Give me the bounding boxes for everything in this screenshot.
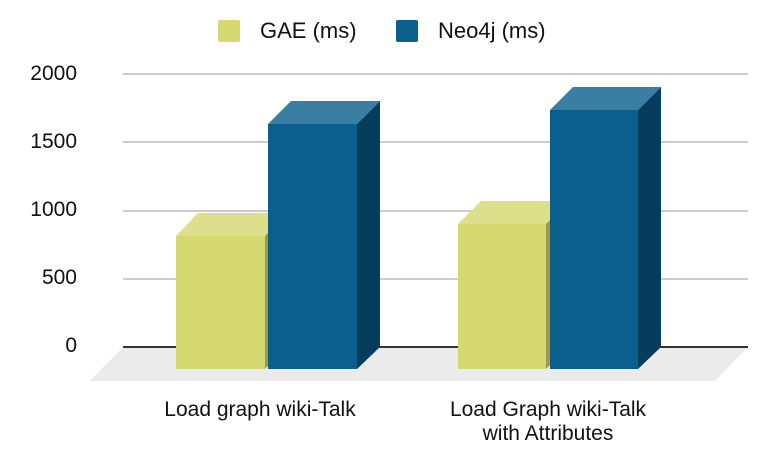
bar-neo4j-group2[interactable] [550,87,661,369]
y-tick-1000: 1000 [30,198,77,221]
bar-neo4j-group1[interactable] [268,101,380,369]
y-tick-2000: 2000 [30,62,77,85]
legend-item-gae[interactable]: GAE (ms) [218,18,357,44]
legend-label-gae: GAE (ms) [260,18,357,43]
legend-item-neo4j[interactable]: Neo4j (ms) [396,18,546,44]
x-label-group2-line2: with Attributes [482,422,614,445]
x-label-group2: Load Graph wiki-Talk with Attributes [408,398,688,446]
chart-legend: GAE (ms) Neo4j (ms) [0,18,772,52]
x-label-group1-line1: Load graph wiki-Talk [164,398,356,421]
x-label-group1: Load graph wiki-Talk [130,398,390,422]
x-label-group2-line1: Load Graph wiki-Talk [449,398,647,421]
legend-label-neo4j: Neo4j (ms) [438,18,546,43]
legend-swatch-gae [218,20,240,42]
legend-swatch-neo4j [396,20,418,42]
y-tick-0: 0 [65,334,77,357]
y-tick-500: 500 [41,266,77,289]
y-tick-1500: 1500 [30,130,77,153]
